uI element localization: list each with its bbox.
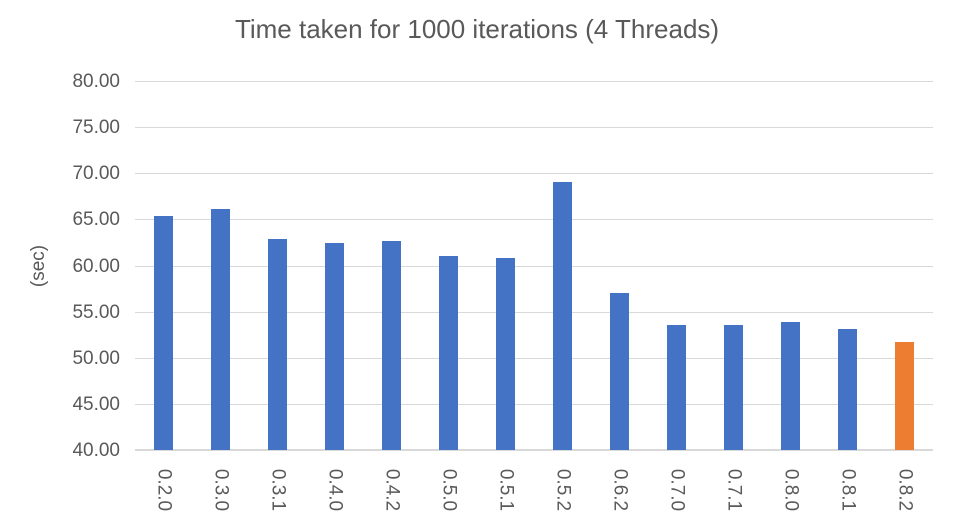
x-category-label-0.3.0: 0.3.0 [210, 468, 231, 512]
gridline [135, 265, 933, 267]
x-category-label-0.7.1: 0.7.1 [723, 468, 744, 512]
y-tick-label: 60.00 [72, 255, 120, 277]
bar-0.4.0[interactable] [325, 243, 344, 450]
bar-0.5.0[interactable] [439, 256, 458, 450]
gridline [135, 403, 933, 405]
bar-0.7.1[interactable] [724, 324, 743, 450]
bar-0.6.2[interactable] [610, 293, 629, 450]
bar-0.5.2[interactable] [553, 181, 572, 450]
y-tick-label: 65.00 [72, 209, 120, 231]
bar-0.5.1[interactable] [496, 258, 515, 450]
x-category-label-0.7.0: 0.7.0 [666, 468, 687, 512]
gridline [135, 173, 933, 175]
bar-0.3.0[interactable] [211, 209, 230, 450]
bar-0.4.2[interactable] [382, 240, 401, 450]
y-tick-label: 75.00 [72, 117, 120, 139]
bar-0.7.0[interactable] [667, 325, 686, 450]
bar-0.8.2[interactable] [895, 342, 914, 450]
x-category-label-0.4.2: 0.4.2 [381, 468, 402, 512]
gridline [135, 127, 933, 129]
bar-0.8.1[interactable] [838, 329, 857, 450]
x-axis-line [135, 449, 933, 451]
x-category-label-0.5.2: 0.5.2 [552, 468, 573, 512]
x-category-label-0.4.0: 0.4.0 [324, 468, 345, 512]
gridline [135, 311, 933, 313]
y-tick-label: 50.00 [72, 347, 120, 369]
bar-0.8.0[interactable] [781, 321, 800, 450]
x-category-label-0.6.2: 0.6.2 [609, 468, 630, 512]
x-category-label-0.5.0: 0.5.0 [438, 468, 459, 512]
x-category-label-0.3.1: 0.3.1 [267, 468, 288, 512]
gridline [135, 81, 933, 82]
y-tick-label: 70.00 [72, 163, 120, 185]
x-category-label-0.2.0: 0.2.0 [153, 468, 174, 512]
y-tick-label: 80.00 [72, 71, 120, 92]
x-category-label-0.8.1: 0.8.1 [837, 468, 858, 512]
x-category-label-0.8.2: 0.8.2 [894, 468, 915, 512]
bar-0.2.0[interactable] [154, 215, 173, 450]
y-tick-label: 45.00 [72, 393, 120, 415]
gridline [135, 357, 933, 359]
x-category-label-0.8.0: 0.8.0 [780, 468, 801, 512]
bar-0.3.1[interactable] [268, 238, 287, 450]
chart-title: Time taken for 1000 iterations (4 Thread… [234, 14, 720, 44]
y-tick-label: 55.00 [72, 301, 120, 323]
x-category-label-0.5.1: 0.5.1 [495, 468, 516, 512]
gridline [135, 219, 933, 221]
y-tick-label: 40.00 [72, 440, 120, 461]
